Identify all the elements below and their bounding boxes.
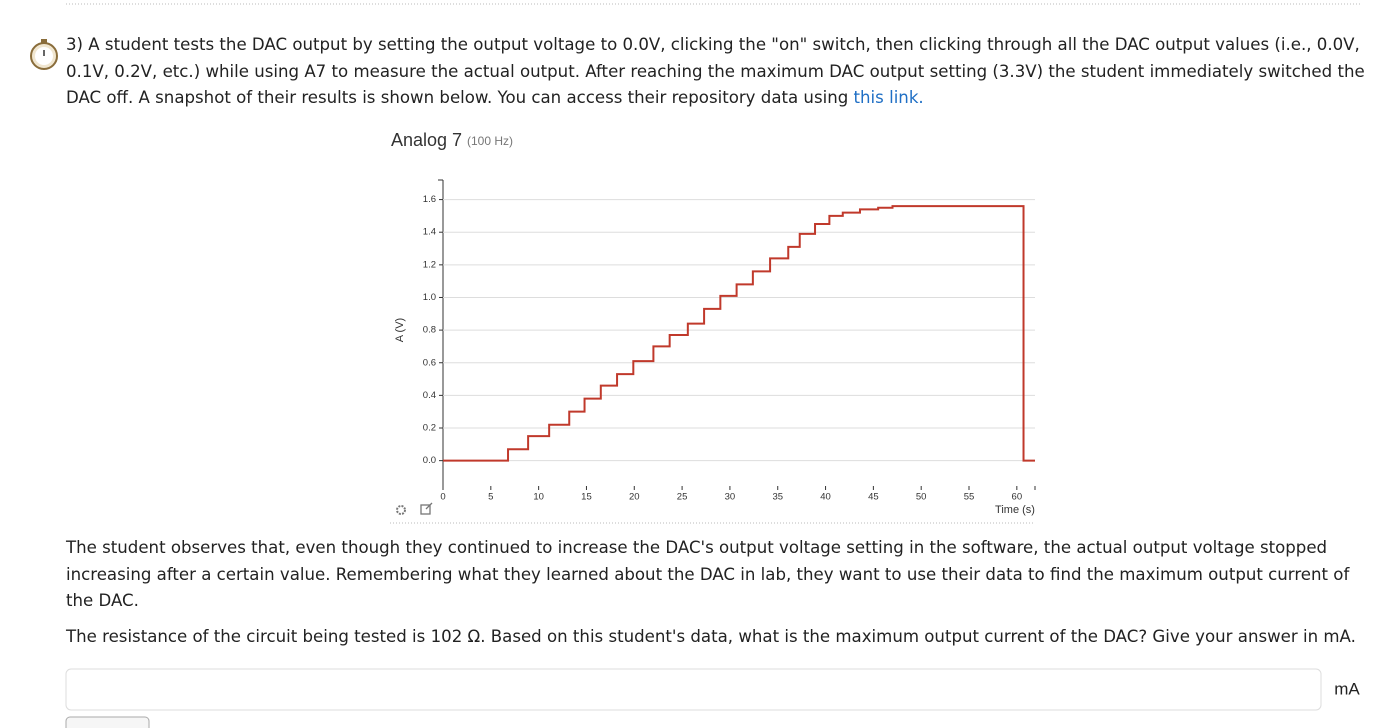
x-tick-label: 60 [1012,492,1023,503]
x-tick-label: 30 [725,492,736,503]
y-tick-label: 0.4 [423,390,436,401]
unit-label: mA [1334,679,1360,698]
repository-link[interactable]: this link. [853,88,924,107]
submit-button[interactable] [65,716,150,728]
x-tick-label: 15 [581,492,592,503]
question: 3) A student tests the DAC output by set… [66,32,1366,112]
settings-icon[interactable] [396,505,406,515]
stopwatch-icon [30,39,58,70]
chart-subtitle: (100 Hz) [467,134,513,148]
x-tick-label: 55 [964,492,975,503]
y-tick-label: 0.0 [423,455,436,466]
y-tick-label: 1.2 [423,259,436,270]
x-tick-label: 50 [916,492,927,503]
x-tick-label: 20 [629,492,640,503]
y-axis-label: A (V) [394,318,406,342]
question-text: 3) A student tests the DAC output by set… [66,35,1365,107]
paragraph: The student observes that, even though t… [66,538,1350,610]
y-tick-label: 1.6 [423,194,436,205]
answer-input[interactable] [65,668,1322,711]
x-tick-label: 25 [677,492,688,503]
x-tick-label: 5 [488,492,493,503]
y-tick-label: 0.6 [423,357,436,368]
x-tick-label: 0 [440,492,445,503]
y-tick-label: 1.4 [423,227,436,238]
x-tick-label: 35 [772,492,783,503]
share-icon[interactable] [420,502,433,515]
x-axis-label: Time (s) [995,504,1035,516]
y-tick-label: 0.8 [423,325,436,336]
paragraph: The resistance of the circuit being test… [66,627,1356,646]
y-tick-label: 0.2 [423,423,436,434]
x-tick-label: 10 [533,492,544,503]
chart-title: Analog 7 [391,130,462,150]
y-tick-label: 1.0 [423,292,436,303]
x-tick-label: 45 [868,492,879,503]
data-line [443,205,1035,462]
x-tick-label: 40 [820,492,831,503]
